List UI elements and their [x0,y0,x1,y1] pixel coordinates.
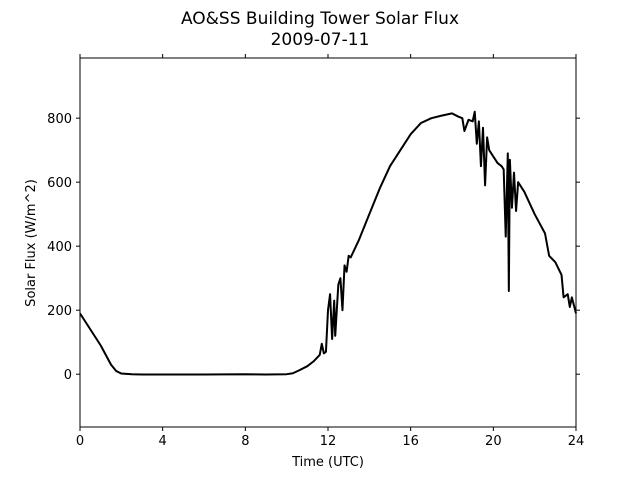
plot-frame [79,57,577,428]
chart-title: AO&SS Building Tower Solar Flux [181,9,459,29]
y-tick-label: 0 [64,368,72,383]
flux-line [79,110,577,376]
chart-subtitle: 2009-07-11 [271,30,370,50]
x-tick-label: 24 [568,434,585,449]
x-tick-label: 20 [485,434,502,449]
y-tick-label: 200 [47,304,72,319]
x-tick-label: 16 [402,434,419,449]
x-tick-label: 12 [320,434,337,449]
y-tick-label: 600 [47,176,72,191]
x-tick-label: 0 [76,434,84,449]
y-axis-label: Solar Flux (W/m^2) [24,179,39,307]
x-axis-label: Time (UTC) [291,455,364,470]
y-tick-label: 400 [47,240,72,255]
y-tick-label: 800 [47,112,72,127]
x-tick-label: 8 [241,434,249,449]
x-tick-label: 4 [159,434,167,449]
